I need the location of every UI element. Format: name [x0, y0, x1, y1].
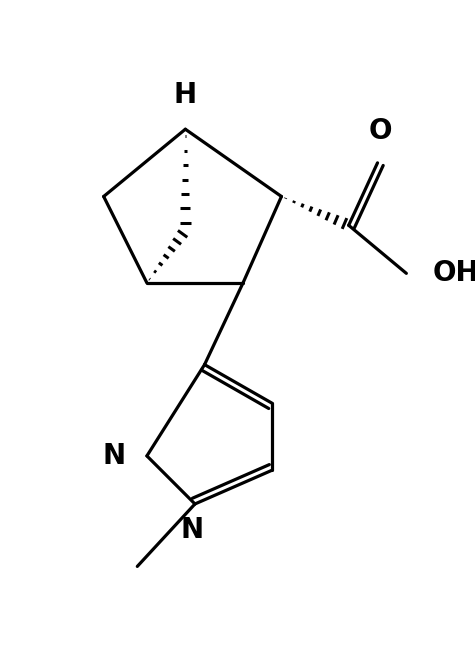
- Text: H: H: [174, 81, 197, 109]
- Text: OH: OH: [433, 260, 475, 287]
- Text: O: O: [368, 117, 392, 144]
- Text: N: N: [181, 516, 204, 544]
- Text: N: N: [102, 442, 125, 470]
